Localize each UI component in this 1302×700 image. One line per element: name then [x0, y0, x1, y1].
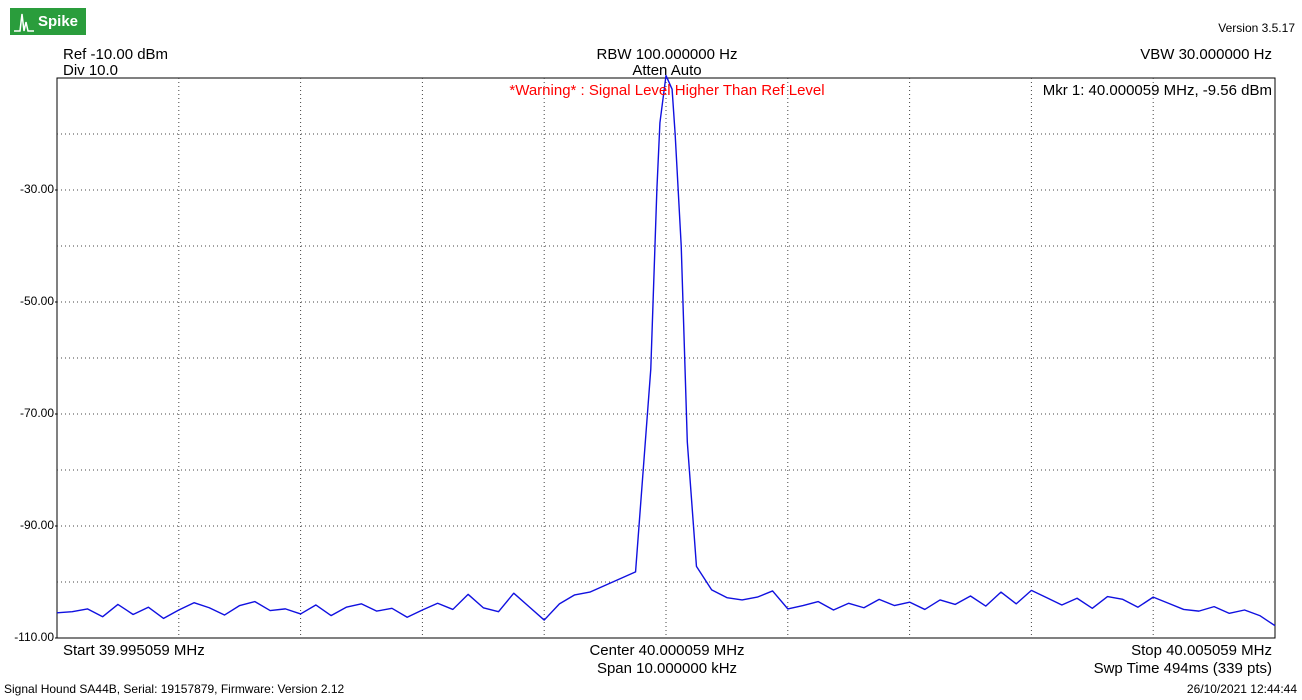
device-info: Signal Hound SA44B, Serial: 19157879, Fi…	[4, 682, 345, 696]
marker-readout: Mkr 1: 40.000059 MHz, -9.56 dBm	[1043, 82, 1272, 99]
timestamp: 26/10/2021 12:44:44	[1187, 682, 1297, 696]
version: Version 3.5.17	[1218, 21, 1295, 35]
vbw: VBW 30.000000 Hz	[1140, 46, 1272, 63]
atten: Atten Auto	[632, 62, 701, 79]
y-tick-label: -50.00	[20, 294, 54, 308]
stop-freq: Stop 40.005059 MHz	[1131, 642, 1272, 659]
trace-layer	[56, 74, 1276, 627]
center-freq: Center 40.000059 MHz	[589, 642, 744, 659]
y-tick-label: -110.00	[14, 630, 54, 644]
logo-text: Spike	[38, 13, 78, 30]
div: Div 10.0	[63, 62, 118, 79]
y-tick-label: -90.00	[20, 518, 54, 532]
y-tick-label: -70.00	[20, 406, 54, 420]
grid	[55, 78, 1275, 639]
trace-line	[56, 74, 1276, 627]
rbw: RBW 100.000000 Hz	[597, 46, 738, 63]
ref-level: Ref -10.00 dBm	[63, 46, 168, 63]
warning: *Warning* : Signal Level Higher Than Ref…	[509, 82, 824, 99]
sweep-time: Swp Time 494ms (339 pts)	[1094, 660, 1272, 677]
logo-icon	[14, 13, 34, 32]
span: Span 10.000000 kHz	[597, 660, 737, 677]
start-freq: Start 39.995059 MHz	[63, 642, 205, 659]
y-tick-label: -30.00	[20, 182, 54, 196]
